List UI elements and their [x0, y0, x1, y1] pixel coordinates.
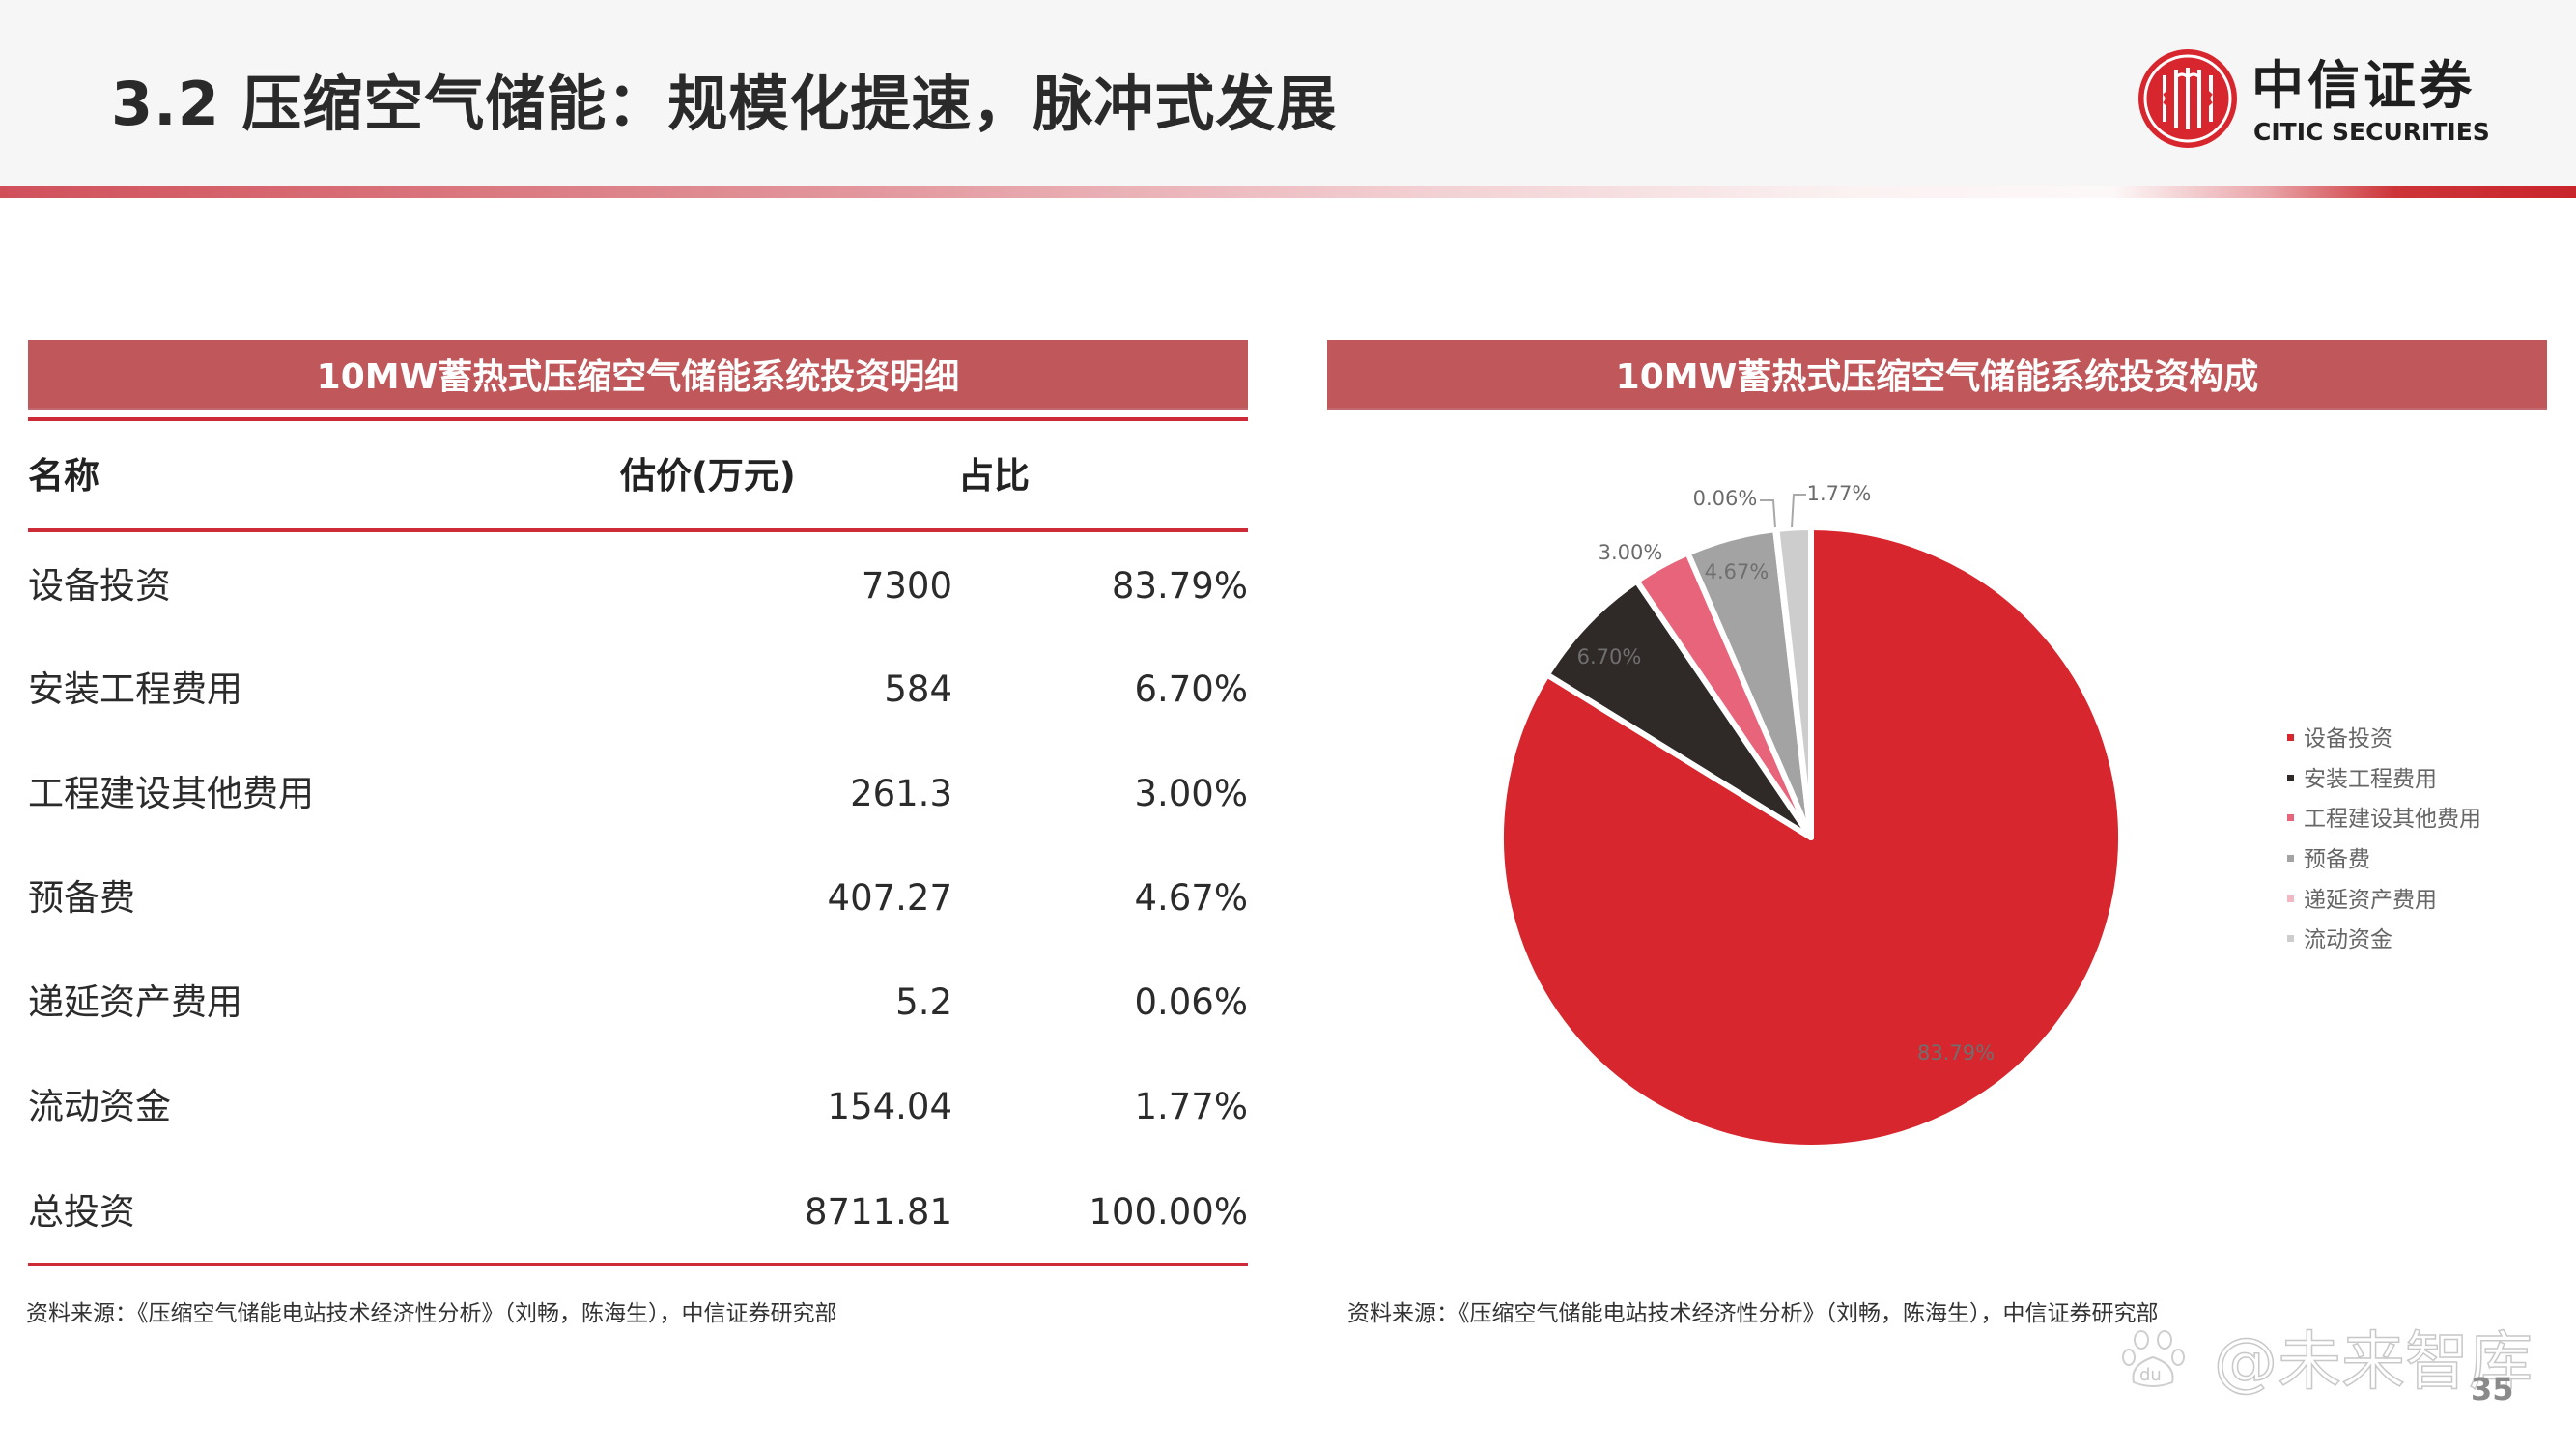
pie-chart: 83.79% 6.70% 3.00% 4.67% 0.06% 1.77% [1498, 482, 2124, 1151]
citic-logo: 中信证券 CITIC SECURITIES [2137, 48, 2505, 151]
row-name: 递延资产费用 [28, 981, 242, 1023]
row-price: 5.2 [895, 981, 952, 1023]
row-name: 总投资 [28, 1191, 135, 1233]
table-row: 递延资产费用 5.2 0.06% [28, 974, 1248, 1032]
column-header-share: 占比 [958, 455, 1030, 497]
legend-swatch-icon [2287, 734, 2294, 741]
pie-label-1: 83.79% [1917, 1041, 1995, 1065]
legend-swatch-icon [2287, 895, 2294, 902]
chart-legend: 设备投资安装工程费用工程建设其他费用 预备费递延资产费用 流动资金 [2287, 720, 2481, 961]
legend-item: 预备费 [2287, 840, 2481, 881]
row-name: 设备投资 [28, 565, 171, 607]
row-price: 407.27 [827, 877, 952, 919]
legend-item: 递延资产费用 [2287, 881, 2481, 922]
pie-leader-line [1791, 494, 1806, 528]
pie-slice-2 [1543, 578, 1814, 840]
legend-item: 流动资金 [2287, 921, 2481, 961]
row-name: 安装工程费用 [28, 668, 242, 710]
citic-logo-icon [2138, 49, 2237, 148]
watermark: du @未来智库 [2120, 1323, 2534, 1401]
column-header-name: 名称 [28, 455, 99, 497]
legend-item: 安装工程费用 [2287, 760, 2481, 801]
pie-label-5: 0.06% [1693, 487, 1758, 510]
row-name: 工程建设其他费用 [28, 773, 314, 814]
table-source-note: 资料来源：《压缩空气储能电站技术经济性分析》（刘畅，陈海生），中信证券研究部 [26, 1301, 837, 1326]
legend-swatch-icon [2287, 855, 2294, 863]
row-price: 8711.81 [804, 1191, 952, 1233]
pie-label-2: 6.70% [1577, 645, 1642, 668]
legend-label: 安装工程费用 [2304, 766, 2437, 792]
page-number: 35 [2471, 1371, 2514, 1407]
legend-item: 工程建设其他费用 [2287, 800, 2481, 840]
chart-title-bar: 10MW蓄热式压缩空气储能系统投资构成 [1327, 340, 2547, 408]
table-row-total: 总投资 8711.81 100.00% [28, 1183, 1248, 1241]
svg-text:du: du [2139, 1365, 2162, 1385]
column-header-price: 估价(万元) [620, 455, 796, 497]
row-share: 4.67% [1134, 877, 1248, 919]
legend-label: 工程建设其他费用 [2304, 807, 2481, 833]
table-top-rule [28, 417, 1248, 421]
row-name: 流动资金 [28, 1086, 171, 1127]
table-row: 预备费 407.27 4.67% [28, 869, 1248, 927]
pie-label-4: 4.67% [1705, 560, 1769, 583]
row-share: 1.77% [1134, 1086, 1248, 1127]
row-share: 3.00% [1134, 773, 1248, 814]
row-price: 261.3 [850, 773, 952, 814]
header-bar: 3.2 压缩空气储能：规模化提速，脉冲式发展 中信证券 CITIC SECURI… [0, 0, 2576, 186]
table-row: 安装工程费用 584 6.70% [28, 661, 1248, 719]
legend-swatch-icon [2287, 935, 2294, 943]
row-price: 584 [884, 668, 952, 710]
table-row: 设备投资 7300 83.79% [28, 557, 1248, 615]
pie-label-6: 1.77% [1807, 482, 1872, 505]
legend-label: 流动资金 [2304, 927, 2392, 953]
table-bottom-rule [28, 1263, 1248, 1266]
table-header-rule [28, 528, 1248, 532]
pie-leader-line [1760, 499, 1776, 528]
legend-swatch-icon [2287, 814, 2294, 822]
row-share: 6.70% [1134, 668, 1248, 710]
pie-slice-6 [1773, 525, 1814, 840]
chart-source-note: 资料来源：《压缩空气储能电站技术经济性分析》（刘畅，陈海生），中信证券研究部 [1347, 1301, 2159, 1326]
row-price: 154.04 [827, 1086, 952, 1127]
logo-name-cn: 中信证券 [2251, 54, 2476, 116]
table-row: 工程建设其他费用 261.3 3.00% [28, 765, 1248, 823]
watermark-text: @未来智库 [2213, 1323, 2534, 1400]
legend-label: 递延资产费用 [2304, 887, 2437, 913]
table-row: 流动资金 154.04 1.77% [28, 1078, 1248, 1136]
pie-label-3: 3.00% [1599, 541, 1663, 564]
logo-name-en: CITIC SECURITIES [2253, 118, 2490, 146]
row-share: 100.00% [1089, 1191, 1248, 1233]
header-divider [0, 186, 2576, 198]
legend-item: 设备投资 [2287, 720, 2481, 760]
row-share: 0.06% [1134, 981, 1248, 1023]
row-share: 83.79% [1111, 565, 1248, 607]
page-title: 3.2 压缩空气储能：规模化提速，脉冲式发展 [111, 69, 1338, 139]
table-header-row: 名称 估价(万元) 占比 [28, 447, 1248, 505]
row-price: 7300 [861, 565, 952, 607]
row-name: 预备费 [28, 877, 135, 919]
legend-swatch-icon [2287, 774, 2294, 781]
baidu-paw-icon: du [2122, 1329, 2185, 1387]
legend-label: 预备费 [2304, 847, 2370, 873]
legend-label: 设备投资 [2304, 726, 2392, 752]
table-title-bar: 10MW蓄热式压缩空气储能系统投资明细 [28, 340, 1248, 408]
